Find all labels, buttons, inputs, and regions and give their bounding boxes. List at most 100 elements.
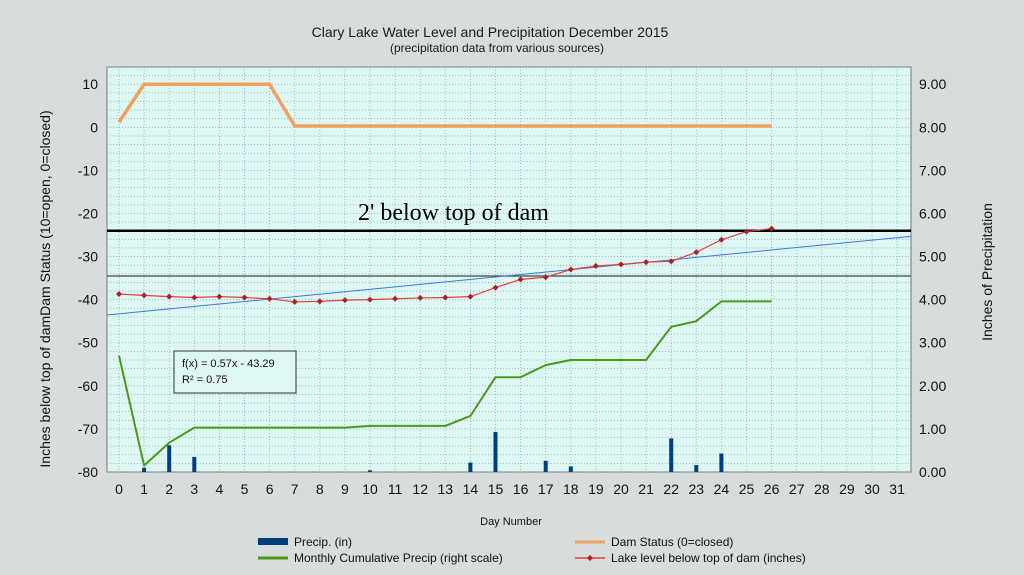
x-tick-label: 4 bbox=[216, 481, 224, 497]
lake-level-markers bbox=[116, 225, 775, 305]
grid-lines bbox=[107, 66, 911, 473]
x-tick-label: 1 bbox=[140, 481, 148, 497]
lake-level-point bbox=[768, 225, 775, 232]
y-right-tick-label: 0.00 bbox=[919, 464, 946, 480]
x-tick-label: 30 bbox=[864, 481, 880, 497]
x-tick-label: 31 bbox=[889, 481, 905, 497]
x-tick-label: 18 bbox=[563, 481, 579, 497]
legend-swatch bbox=[258, 538, 288, 545]
lake-level-point bbox=[718, 236, 725, 243]
y-right-tick-label: 6.00 bbox=[919, 205, 946, 221]
x-tick-label: 10 bbox=[362, 481, 378, 497]
x-tick-label: 17 bbox=[538, 481, 554, 497]
y-left-tick-label: -30 bbox=[78, 249, 98, 265]
lake-level-point bbox=[341, 297, 348, 304]
y-right-tick-label: 4.00 bbox=[919, 292, 946, 308]
x-tick-label: 9 bbox=[341, 481, 349, 497]
lake-level-point bbox=[567, 266, 574, 273]
legend: Precip. (in) Dam Status (0=closed) Monthly… bbox=[258, 535, 806, 565]
lake-level-point bbox=[116, 291, 122, 298]
y-left-tick-label: -60 bbox=[78, 378, 98, 394]
x-tick-label: 21 bbox=[638, 481, 654, 497]
lake-level-point bbox=[618, 261, 624, 268]
x-tick-label: 8 bbox=[316, 481, 324, 497]
legend-marker bbox=[587, 555, 593, 561]
x-tick-label: 24 bbox=[714, 481, 730, 497]
y-left-tick-label: 0 bbox=[90, 119, 98, 135]
y-left-tick-label: -70 bbox=[78, 421, 98, 437]
x-tick-label: 12 bbox=[412, 481, 428, 497]
precip-bar bbox=[543, 460, 548, 472]
y-left-tick-label: -20 bbox=[78, 205, 98, 221]
chart-subtitle: (precipitation data from various sources… bbox=[390, 41, 604, 55]
y-right-tick-label: 8.00 bbox=[919, 119, 946, 135]
y-right-tick-label: 7.00 bbox=[919, 162, 946, 178]
x-axis-label: Day Number bbox=[480, 516, 542, 528]
lake-level-point bbox=[417, 294, 424, 301]
lake-level-point bbox=[216, 293, 223, 300]
y-left-tick-labels: 10 0 -10 -20 -30 -40 -50 -60 -70 -80 bbox=[78, 76, 98, 480]
legend-label: Dam Status (0=closed) bbox=[611, 535, 733, 549]
x-tick-label: 15 bbox=[488, 481, 504, 497]
lake-level-point bbox=[166, 293, 173, 300]
x-tick-label: 13 bbox=[438, 481, 454, 497]
lake-level-point bbox=[141, 292, 148, 299]
y-right-tick-label: 3.00 bbox=[919, 335, 946, 351]
x-tick-label: 23 bbox=[689, 481, 705, 497]
x-tick-label: 2 bbox=[165, 481, 173, 497]
lake-level-point bbox=[668, 258, 675, 265]
plot-area bbox=[106, 66, 912, 473]
lake-level-point bbox=[492, 284, 499, 291]
lake-level-point bbox=[743, 228, 750, 235]
x-tick-label: 28 bbox=[814, 481, 830, 497]
x-tick-label: 22 bbox=[663, 481, 679, 497]
x-tick-label: 16 bbox=[513, 481, 529, 497]
y-left-tick-label: -40 bbox=[78, 292, 98, 308]
x-tick-label: 25 bbox=[739, 481, 755, 497]
precip-bar bbox=[368, 470, 372, 472]
precip-bar bbox=[192, 456, 197, 472]
x-tick-labels: 0 1 2 3 4 5 6 7 8 9 10 11 12 13 14 15 16 17 18 19 20 21 22 23 24… bbox=[115, 481, 905, 497]
y-right-tick-label: 5.00 bbox=[919, 249, 946, 265]
precip-bar bbox=[719, 453, 724, 472]
y-right-tick-label: 2.00 bbox=[919, 378, 946, 394]
legend-label: Lake level below top of dam (inches) bbox=[611, 551, 806, 565]
lake-level-point bbox=[367, 296, 373, 303]
y-left-axis-label: Inches below top of damDam Status (10=op… bbox=[37, 110, 53, 467]
y-right-tick-label: 9.00 bbox=[919, 76, 946, 92]
y-right-tick-labels: 9.00 8.00 7.00 6.00 5.00 4.00 3.00 2.00 1.00 0.00 bbox=[919, 76, 946, 480]
y-left-tick-label: -10 bbox=[78, 162, 98, 178]
x-tick-label: 20 bbox=[613, 481, 629, 497]
lake-level-point bbox=[291, 298, 298, 305]
trendline bbox=[106, 235, 912, 316]
trendline-equation: f(x) = 0.57x - 43.29 bbox=[182, 358, 275, 370]
y-right-tick-label: 1.00 bbox=[919, 421, 946, 437]
lake-level-point bbox=[592, 263, 599, 270]
lake-level-point bbox=[542, 274, 549, 281]
y-left-tick-label: -80 bbox=[78, 464, 98, 480]
x-tick-label: 14 bbox=[463, 481, 479, 497]
precip-bar bbox=[167, 445, 172, 472]
precip-bar bbox=[142, 467, 147, 472]
lake-level-point bbox=[693, 249, 700, 256]
trendline-r2: R² = 0.75 bbox=[182, 374, 228, 386]
x-tick-label: 11 bbox=[388, 481, 403, 497]
lake-level-point bbox=[442, 294, 449, 301]
x-tick-label: 6 bbox=[266, 481, 274, 497]
series-line bbox=[118, 300, 772, 467]
x-tick-label: 27 bbox=[789, 481, 805, 497]
chart-title: Clary Lake Water Level and Precipitation… bbox=[312, 24, 669, 40]
lake-level-point bbox=[241, 294, 248, 301]
x-tick-label: 26 bbox=[764, 481, 780, 497]
legend-label: Monthly Cumulative Precip (right scale) bbox=[294, 551, 503, 565]
x-tick-label: 5 bbox=[241, 481, 249, 497]
y-left-tick-label: -50 bbox=[78, 335, 98, 351]
legend-label: Precip. (in) bbox=[294, 535, 352, 549]
lake-level-point bbox=[191, 294, 198, 301]
series-lines bbox=[106, 82, 912, 467]
lake-level-point bbox=[316, 298, 323, 305]
precip-bar bbox=[669, 438, 674, 472]
precip-bar bbox=[694, 465, 699, 472]
series-line bbox=[117, 82, 772, 128]
